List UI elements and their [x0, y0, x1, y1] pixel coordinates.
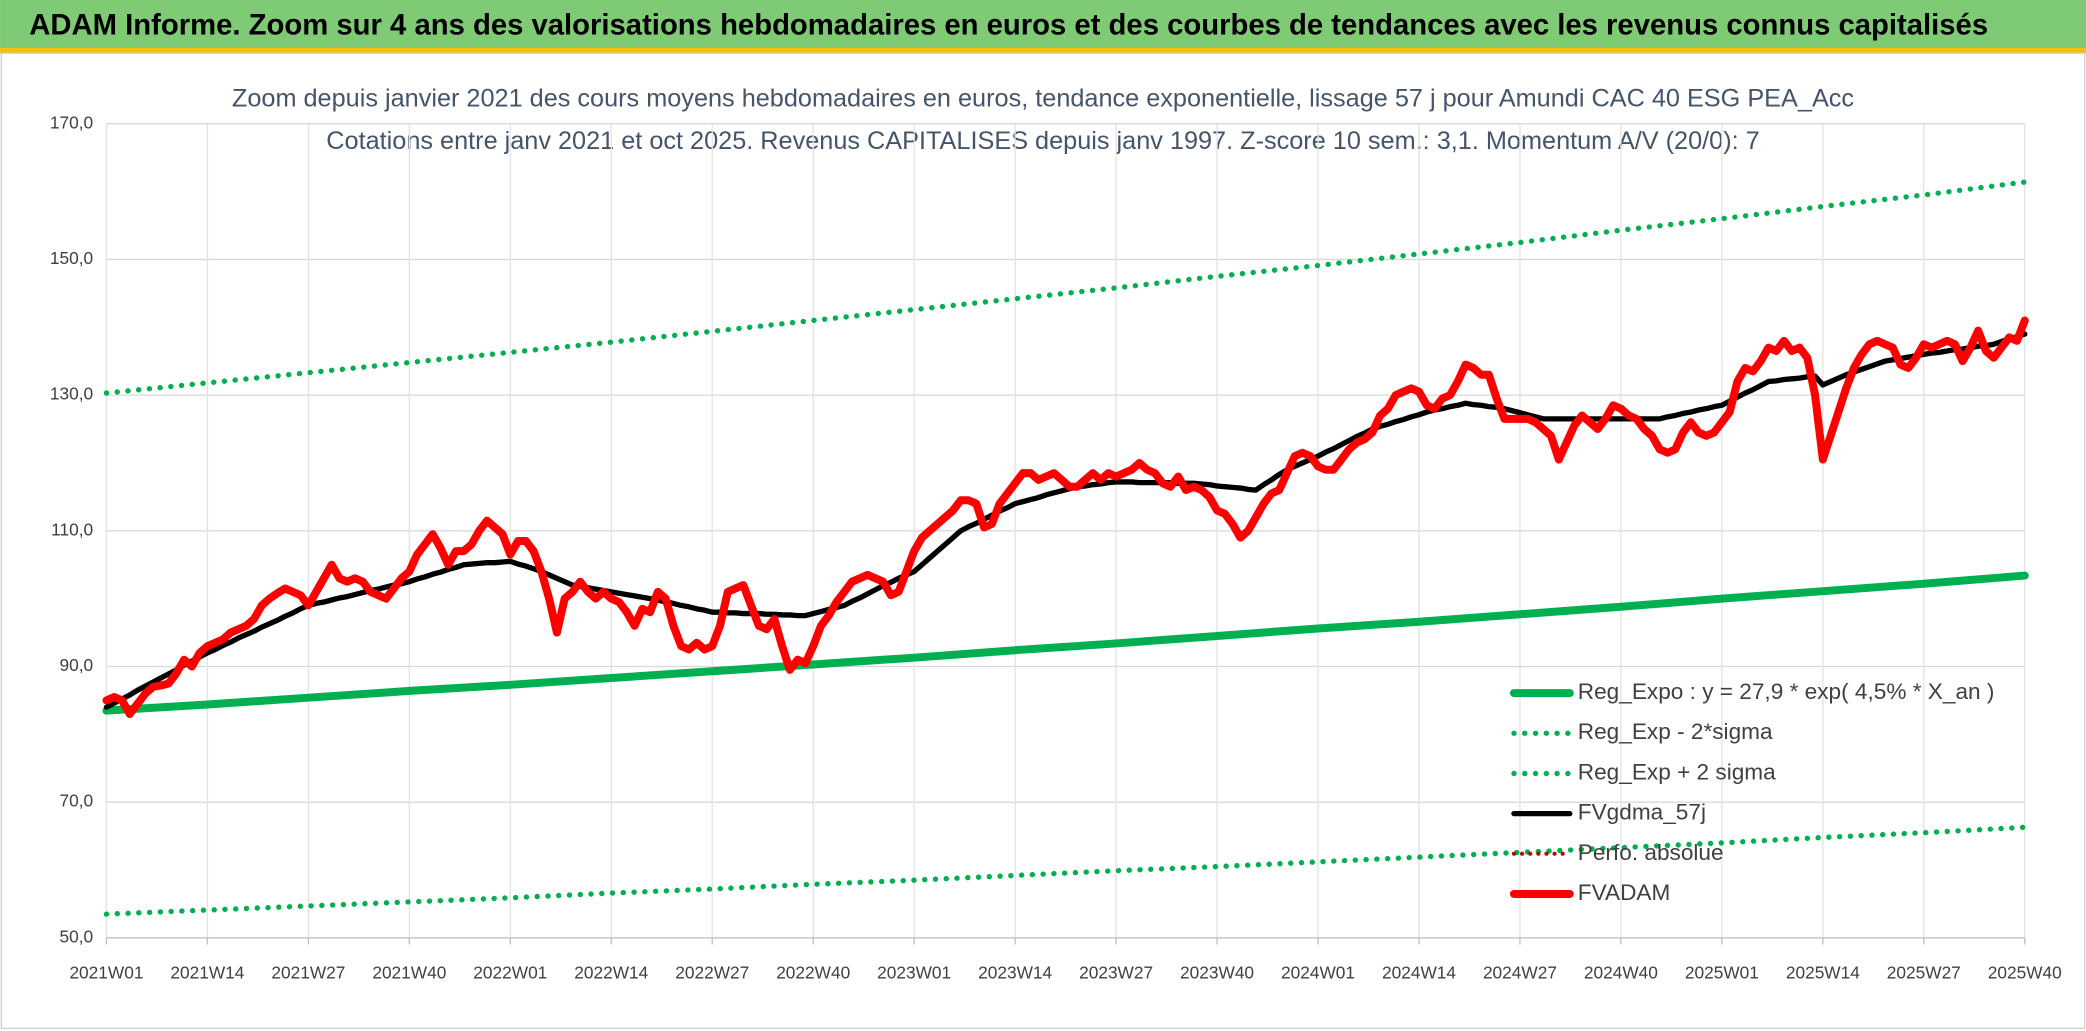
x-tick-label: 2025W40: [1988, 962, 2062, 982]
x-tick-label: 2024W01: [1281, 962, 1355, 982]
header-border: [0, 47, 2086, 54]
x-tick-label: 2025W01: [1685, 962, 1759, 982]
header-title: ADAM Informe. Zoom sur 4 ans des valoris…: [29, 9, 1988, 41]
y-tick-label: 130,0: [50, 384, 93, 404]
legend-label: Reg_Exp - 2*sigma: [1578, 719, 1773, 744]
series-line: [103, 179, 2028, 396]
x-tick-label: 2025W27: [1887, 962, 1961, 982]
x-tick-label: 2023W14: [978, 962, 1052, 982]
series-line: [103, 824, 2028, 917]
x-tick-label: 2022W40: [776, 962, 850, 982]
x-tick-label: 2023W40: [1180, 962, 1254, 982]
legend-label: Reg_Exp + 2 sigma: [1578, 759, 1776, 784]
chart-title: Zoom depuis janvier 2021 des cours moyen…: [232, 84, 1854, 112]
x-tick-label: 2024W14: [1382, 962, 1456, 982]
y-tick-label: 50,0: [60, 926, 94, 946]
legend-label: FVgdma_57j: [1578, 800, 1706, 825]
x-tick-label: 2021W14: [170, 962, 244, 982]
chart-subtitle: Cotations entre janv 2021 et oct 2025. R…: [326, 127, 1759, 155]
x-tick-label: 2024W27: [1483, 962, 1557, 982]
x-tick-label: 2023W27: [1079, 962, 1153, 982]
x-tick-label: 2022W01: [473, 962, 547, 982]
chart-frame: [0, 52, 2086, 1030]
series-line: [102, 316, 2029, 718]
x-tick-label: 2021W27: [271, 962, 345, 982]
series-line: [102, 571, 2029, 715]
x-tick-label: 2025W14: [1786, 962, 1860, 982]
series-line: [103, 331, 2028, 710]
legend-label: Reg_Expo : y = 27,9 * exp( 4,5% * X_an ): [1578, 679, 1995, 704]
y-tick-label: 170,0: [50, 112, 93, 132]
x-tick-label: 2022W27: [675, 962, 749, 982]
y-tick-label: 70,0: [60, 791, 94, 811]
x-tick-label: 2024W40: [1584, 962, 1658, 982]
x-tick-label: 2021W40: [372, 962, 446, 982]
x-tick-label: 2022W14: [574, 962, 648, 982]
legend-label: FVADAM: [1578, 880, 1671, 905]
y-tick-label: 150,0: [50, 248, 93, 268]
y-tick-label: 90,0: [60, 655, 94, 675]
header-bar: [0, 0, 2086, 52]
legend-label: Perfo. absolue: [1578, 840, 1724, 865]
y-tick-label: 110,0: [51, 519, 93, 539]
x-tick-label: 2021W01: [69, 962, 143, 982]
x-tick-label: 2023W01: [877, 962, 951, 982]
